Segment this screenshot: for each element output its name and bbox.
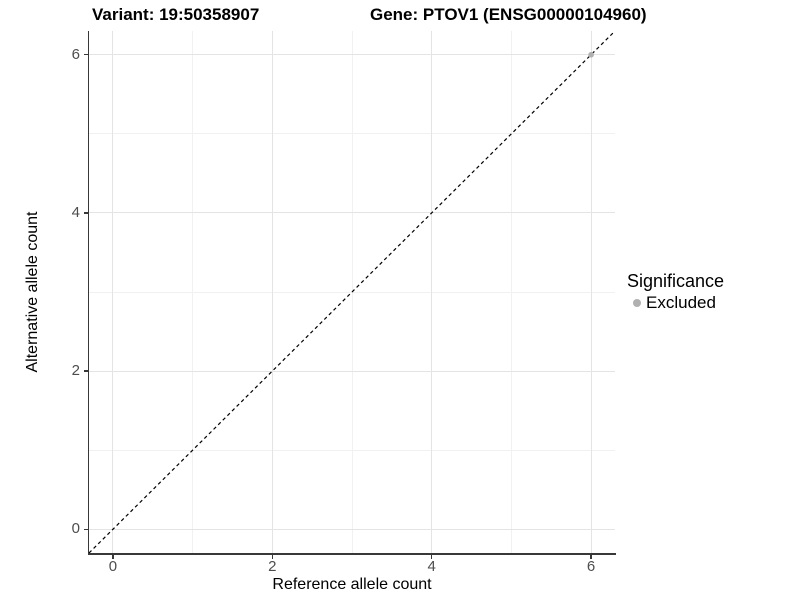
plot-canvas [89, 31, 615, 553]
x-axis-line [87, 553, 616, 555]
legend: Significance Excluded [627, 271, 724, 313]
y-tick-mark [83, 370, 89, 372]
y-tick-mark [83, 212, 89, 214]
x-tick-label: 6 [586, 558, 596, 575]
legend-title: Significance [627, 271, 725, 291]
data-point [588, 51, 594, 58]
y-axis-line [87, 31, 89, 555]
x-axis-title: Reference allele count [272, 576, 432, 593]
y-tick-label: 2 [71, 362, 80, 380]
x-tick-label: 0 [108, 558, 118, 575]
plot-title-gene: Gene: PTOV1 (ENSG00000104960) [370, 5, 647, 24]
plot-title-variant: Variant: 19:50358907 [92, 5, 260, 24]
y-tick-label: 0 [71, 520, 80, 538]
y-axis-title: Alternative allele count [24, 211, 41, 373]
legend-item-excluded: Excluded [627, 293, 724, 313]
y-tick-mark [83, 528, 89, 531]
x-tick-label: 4 [427, 558, 436, 575]
legend-item-label: Excluded [646, 293, 716, 312]
plot-panel [89, 31, 615, 553]
x-tick-mark [590, 554, 592, 559]
y-tick-label: 4 [71, 203, 80, 221]
x-tick-mark [430, 554, 433, 559]
x-tick-mark [112, 554, 114, 559]
y-tick-mark [83, 53, 89, 56]
major-gridline [89, 528, 615, 530]
major-gridline [89, 54, 615, 56]
major-gridline [271, 31, 273, 553]
major-gridline [89, 370, 615, 372]
major-gridline [89, 212, 615, 214]
minor-gridline [89, 133, 615, 135]
y-tick-label: 6 [71, 45, 80, 63]
points-layer [588, 51, 594, 58]
x-tick-label: 2 [268, 558, 277, 575]
minor-gridline [89, 449, 615, 451]
major-gridline [112, 31, 114, 553]
excluded-dot-icon [633, 299, 641, 307]
identity-line [89, 31, 615, 553]
major-gridline [431, 31, 433, 553]
x-tick-mark [271, 554, 274, 559]
major-gridline [590, 31, 592, 553]
